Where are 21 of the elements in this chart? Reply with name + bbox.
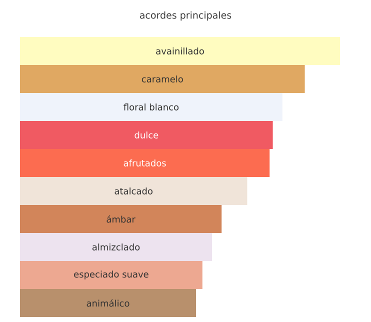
bar bbox=[20, 65, 305, 94]
bar bbox=[20, 289, 196, 318]
y-tick-label: atalcado bbox=[114, 188, 152, 194]
bar bbox=[20, 149, 270, 178]
bar bbox=[20, 37, 340, 66]
bar bbox=[20, 261, 202, 290]
y-tick-label: caramelo bbox=[142, 76, 183, 82]
bar bbox=[20, 93, 282, 122]
bar bbox=[20, 205, 222, 234]
y-tick-label: dulce bbox=[134, 132, 158, 138]
y-tick-label: ámbar bbox=[106, 215, 136, 223]
bar bbox=[20, 177, 248, 205]
y-tick-label: animálico bbox=[86, 299, 130, 307]
y-tick-label: avainillado bbox=[156, 48, 204, 54]
y-tick-label: afrutados bbox=[124, 160, 166, 166]
y-tick-label: especiado suave bbox=[74, 270, 148, 280]
y-tick-label: almizclado bbox=[92, 244, 140, 250]
chart-title: acordes principales bbox=[140, 11, 232, 21]
y-tick-label: floral blanco bbox=[124, 104, 179, 110]
bar bbox=[20, 121, 273, 150]
bar bbox=[20, 233, 212, 262]
